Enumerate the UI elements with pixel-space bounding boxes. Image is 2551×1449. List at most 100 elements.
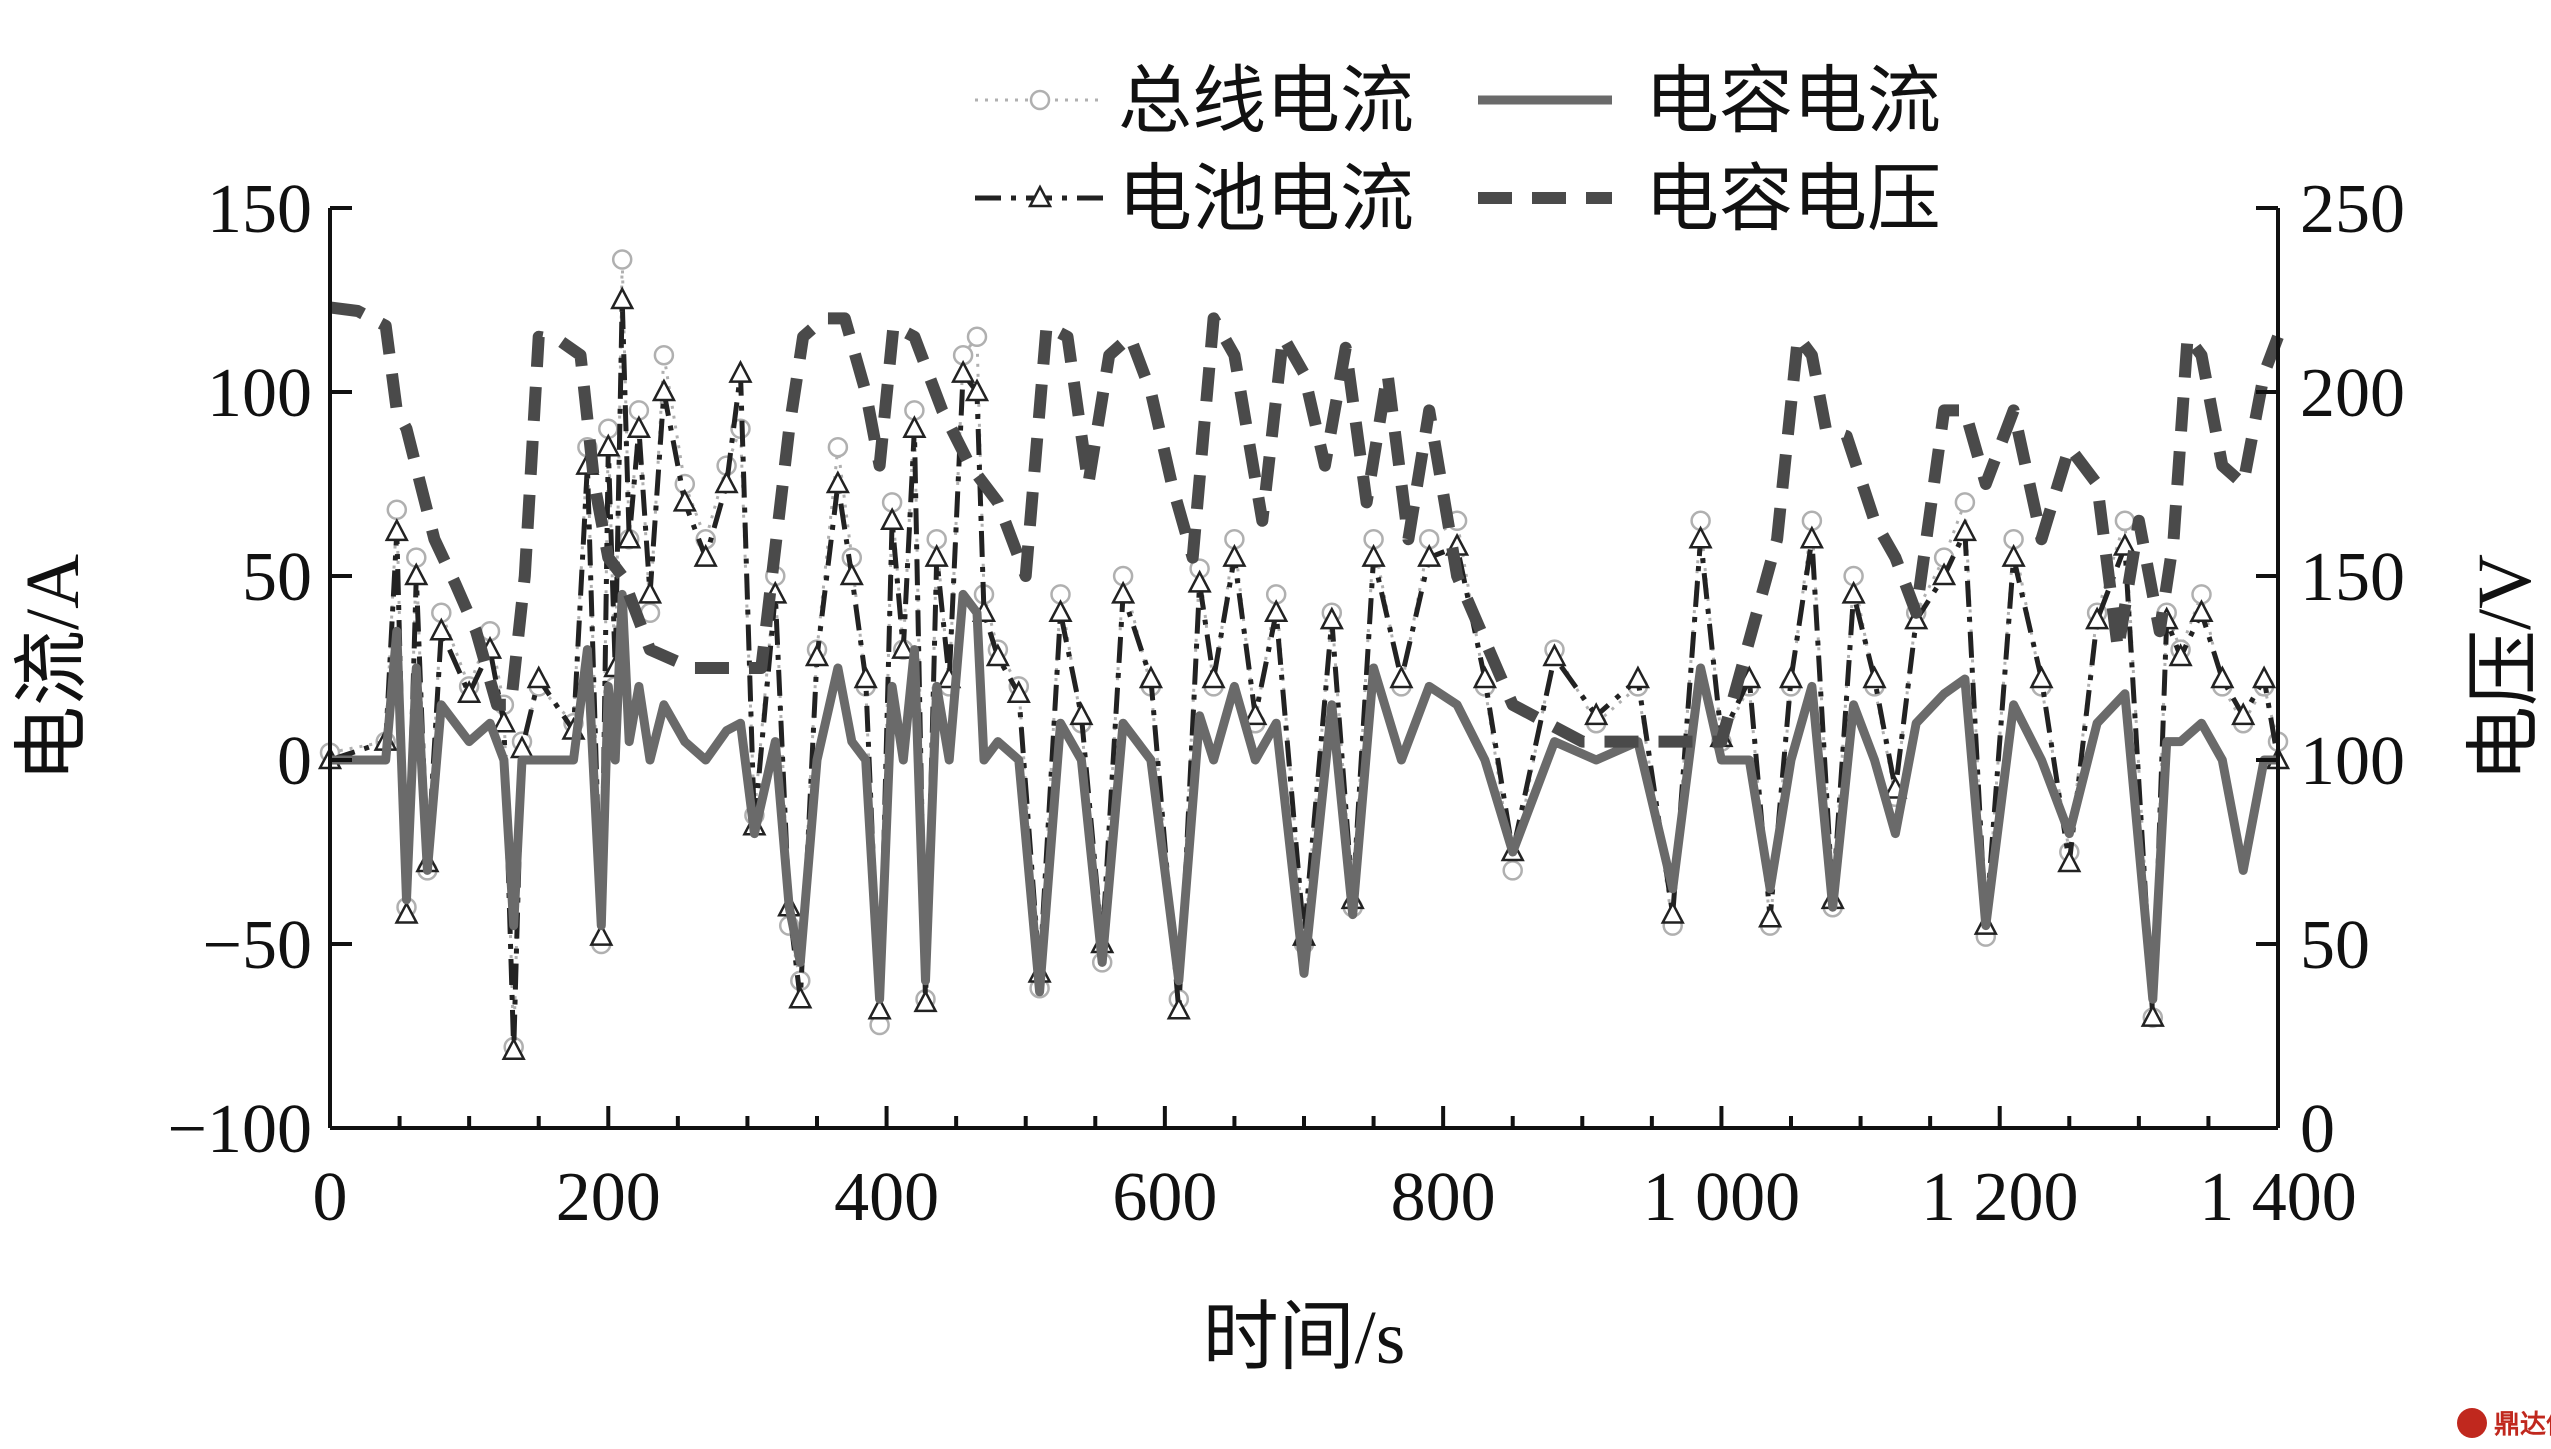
- series-2-point: [1264, 599, 1289, 623]
- series-2-point: [2057, 849, 2082, 873]
- series-2-point: [1111, 580, 1136, 604]
- y-axis-title: 电流/A: [11, 554, 95, 782]
- x-tick-label: 200: [556, 1159, 661, 1236]
- series-2-point: [526, 665, 551, 689]
- series-2-point: [672, 488, 697, 512]
- series-2-point: [1138, 665, 1164, 689]
- legend-label: 电池电流: [1118, 159, 1414, 241]
- series-2-point: [1625, 665, 1651, 689]
- series-2-point: [1688, 525, 1713, 549]
- legend-item-2: 电容电流: [1478, 61, 1941, 143]
- series-2-point: [1584, 702, 1609, 726]
- series-2-point: [1417, 543, 1442, 567]
- series-1-point: [2114, 510, 2136, 532]
- series-2-point: [839, 562, 864, 586]
- series-2-point: [985, 643, 1010, 667]
- series-2-point: [714, 470, 739, 494]
- legend-label: 电容电压: [1645, 159, 1941, 241]
- series-2-point: [617, 525, 642, 549]
- series-2-point: [1758, 904, 1783, 928]
- series-2-point: [2168, 643, 2193, 667]
- series-4-line: [329, 301, 2284, 748]
- plot-area: [317, 249, 2291, 1060]
- series-2-point: [804, 643, 830, 667]
- series-2-point: [394, 900, 419, 924]
- series-2-point: [429, 617, 454, 641]
- series-2-point: [2210, 665, 2235, 689]
- right-tick-label: 250: [2300, 171, 2405, 248]
- series-2-point: [1778, 665, 1804, 689]
- x-tick-label: 1 200: [1921, 1159, 2079, 1236]
- series-2-point: [501, 1037, 526, 1060]
- series-1-point: [386, 499, 408, 521]
- legend-marker: [1027, 184, 1053, 208]
- y2-axis-title: 电压/V: [2463, 554, 2547, 782]
- series-2-point: [693, 543, 718, 567]
- left-tick-label: 150: [207, 171, 312, 248]
- x-axis-title: 时间/s: [1203, 1296, 1406, 1380]
- series-2-point: [1660, 900, 1685, 924]
- axes: −100 −50 0 50 100 150 0 50 100 150 200 250 0 200 400 60…: [11, 171, 2547, 1380]
- series-2-point: [2189, 599, 2214, 623]
- legend-marker: [1029, 89, 1051, 111]
- left-tick-label: −50: [203, 907, 312, 984]
- series-2-point: [2231, 702, 2256, 726]
- series-1-point: [966, 326, 988, 348]
- series-2-point: [596, 433, 621, 457]
- series-3-line: [330, 589, 2278, 1004]
- series-2-point: [880, 507, 905, 531]
- x-tick-label: 400: [834, 1159, 939, 1236]
- series-2-point: [1862, 665, 1887, 689]
- series-2-point: [964, 378, 990, 402]
- right-tick-label: 0: [2300, 1091, 2335, 1168]
- x-tick-label: 600: [1112, 1159, 1217, 1236]
- series-2-point: [1201, 665, 1226, 689]
- series-2-point: [902, 415, 927, 439]
- legend-item-3: 电池电流: [975, 159, 1414, 241]
- x-tick-label: 800: [1391, 1159, 1496, 1236]
- series-2-point: [626, 415, 651, 439]
- series-2-point: [1319, 606, 1344, 630]
- left-tick-label: −100: [168, 1091, 312, 1168]
- legend-label: 总线电流: [1118, 61, 1414, 143]
- legend-label: 电容电流: [1645, 61, 1941, 143]
- series-2-point: [491, 709, 516, 733]
- series-2-point: [2085, 606, 2110, 630]
- right-tick-label: 150: [2300, 539, 2405, 616]
- series-2-point: [2252, 665, 2277, 689]
- series-2-point: [637, 580, 663, 604]
- legend-item-1: 总线电流: [975, 61, 1414, 143]
- left-tick-label: 50: [242, 539, 312, 616]
- series-2-point: [404, 562, 429, 586]
- series-2-point: [1389, 665, 1414, 689]
- series-2-point: [913, 989, 938, 1013]
- right-tick-label: 200: [2300, 355, 2405, 432]
- series-2-point: [1952, 518, 1977, 542]
- series-2-point: [1187, 569, 1212, 593]
- series-2-point: [924, 543, 949, 567]
- series-1-point: [653, 344, 675, 366]
- series-2-point: [1361, 543, 1386, 567]
- series-2-point: [2001, 543, 2026, 567]
- series-2-point: [651, 378, 677, 402]
- x-tick-label: 1 000: [1643, 1159, 1801, 1236]
- x-tick-label: 1 400: [2199, 1159, 2357, 1236]
- series-2-point: [853, 665, 878, 689]
- series-2-point: [2140, 1003, 2165, 1027]
- series-2-point: [1841, 580, 1866, 604]
- series-2-point: [1472, 665, 1497, 689]
- series-2-point: [2112, 532, 2138, 556]
- legend-item-4: 电容电压: [1478, 159, 1941, 241]
- series-2-point: [867, 996, 892, 1020]
- series-2-point: [1166, 996, 1191, 1020]
- series-2-point: [2029, 665, 2054, 689]
- series-2-point: [1069, 702, 1094, 726]
- series-2-point: [589, 922, 614, 946]
- watermark-logo-icon: [2457, 1408, 2487, 1438]
- series-1-point: [611, 249, 633, 270]
- series-1-point: [1502, 860, 1523, 881]
- series-2-point: [891, 635, 916, 659]
- series-2-point: [1222, 543, 1247, 567]
- right-tick-label: 50: [2300, 907, 2370, 984]
